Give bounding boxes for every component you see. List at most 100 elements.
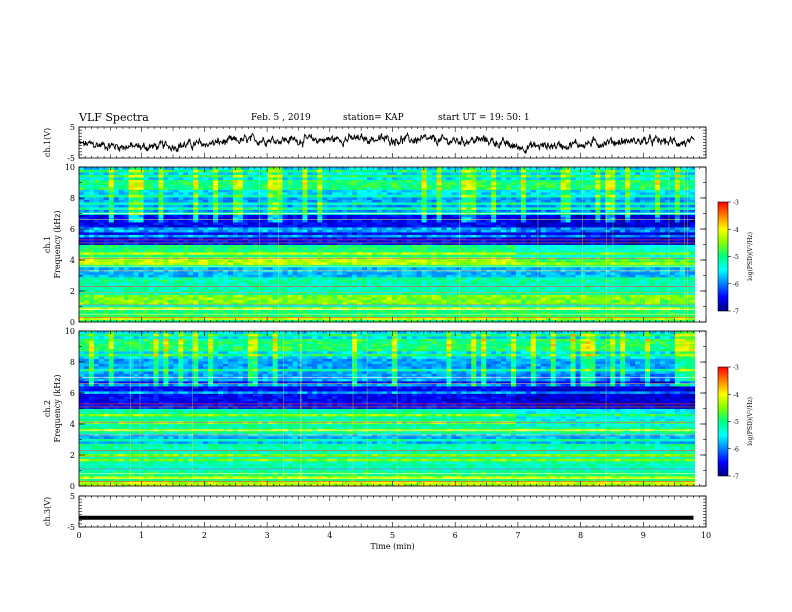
ch1-spectrogram-cell	[223, 284, 229, 288]
ch1-spectrogram-cell	[108, 307, 115, 310]
ch1-spectrogram-cell	[481, 287, 487, 290]
ch1-spectrogram-cell	[510, 267, 517, 270]
ch1-spectrogram-cell	[431, 319, 437, 323]
ch1-spectrogram-cell	[441, 254, 447, 258]
ch1-spectrogram-cell	[585, 297, 591, 300]
ch1-spectrogram-cell	[645, 279, 651, 283]
ch1-spectrogram-cell	[645, 317, 651, 320]
ch1-spectrogram-cell	[441, 307, 447, 310]
ch1-spectrogram-cell	[664, 287, 671, 290]
ch1-spectrogram-cell	[257, 297, 264, 300]
ch1-spectrogram-cell	[232, 307, 239, 310]
ch1-spectrogram-cell	[565, 222, 571, 225]
ch1-spectrogram-cell	[525, 244, 532, 248]
ch1-spectrogram-cell	[530, 254, 537, 258]
ch1-spectrogram-cell	[302, 242, 308, 245]
ch1-spectrogram-cell	[208, 224, 214, 228]
ch1-spectrogram-cell	[575, 274, 581, 278]
ch1-spectrogram-cell	[535, 312, 542, 315]
ch1-spectrogram-cell	[530, 232, 537, 235]
ch1-spectrogram-cell	[282, 247, 288, 250]
ch1-spectrogram-cell	[674, 279, 681, 283]
ch1-spectrogram-cell	[401, 232, 408, 235]
ch1-spectrogram-cell	[218, 239, 224, 243]
ch1-spectrogram-cell	[223, 227, 229, 230]
ch1-spectrogram-cell	[227, 279, 234, 283]
ch1-spectrogram-cell	[555, 312, 562, 315]
ch1-spectrogram-cell	[247, 309, 254, 313]
ch1-spectrogram-cell	[337, 277, 343, 280]
ch1-spectrogram-cell	[88, 304, 95, 308]
ch1-spectrogram-cell	[426, 262, 432, 265]
ch1-spectrogram-cell	[421, 232, 427, 235]
ch1-spectrogram-cell	[461, 232, 467, 235]
ch1-spectrogram-cell	[510, 227, 517, 230]
ch1-spectrogram-cell	[664, 247, 671, 250]
ch1-spectrogram-cell	[550, 287, 557, 290]
ch1-spectrogram-cell	[332, 224, 338, 228]
ch1-spectrogram-cell	[600, 267, 606, 270]
ch1-spectrogram-cell	[436, 242, 442, 245]
ch1-spectrogram-cell	[520, 262, 527, 265]
ch1-spectrogram-cell	[466, 314, 472, 318]
ch1-spectrogram-cell	[451, 317, 457, 320]
ch1-spectrogram-cell	[376, 277, 383, 280]
ch1-spectrogram-cell	[605, 224, 611, 228]
ch1-spectrogram-cell	[252, 244, 259, 248]
ch1-spectrogram-cell	[486, 274, 492, 278]
ch1-spectrogram-cell	[471, 307, 477, 310]
ch1-spectrogram-cell	[332, 229, 338, 233]
ch1-spectrogram-cell	[257, 284, 264, 288]
ch1-spectrogram-cell	[476, 287, 482, 290]
ch1-spectrogram-cell	[550, 254, 557, 258]
ch1-spectrogram-cell	[386, 309, 393, 313]
ch1-spectrogram-cell	[93, 294, 100, 298]
ch1-spectrogram-cell	[585, 232, 591, 235]
ch1-spectrogram-cell	[654, 319, 661, 323]
ch1-spectrogram-cell	[103, 242, 110, 245]
ch1-spectrogram-cell	[446, 297, 452, 300]
ch1-spectrogram-cell	[640, 317, 646, 320]
ch1-spectrogram-cell	[664, 229, 671, 233]
ch1-spectrogram-cell	[486, 307, 492, 310]
ch1-spectrogram-cell	[113, 282, 120, 285]
ch1-spectrogram-cell	[550, 317, 557, 320]
ch1-spectrogram-cell	[327, 294, 333, 298]
ch1-spectrogram-cell	[108, 319, 115, 323]
ch1-spectrogram-cell	[391, 284, 398, 288]
ch1-spectrogram-cell	[501, 297, 507, 300]
ch1-spectrogram-cell	[103, 249, 110, 253]
ch1-spectrogram-cell	[535, 302, 542, 305]
ch1-spectrogram-cell	[128, 307, 135, 310]
ch1-spectrogram-cell	[645, 242, 651, 245]
ch1-spectrogram-cell	[158, 309, 164, 313]
ch1-spectrogram-cell	[371, 237, 378, 240]
ch1-spectrogram-cell	[173, 244, 179, 248]
ch1-spectrogram-cell	[332, 312, 338, 315]
ch1-spectrogram-cell	[635, 267, 641, 270]
ch1-spectrogram-cell	[133, 252, 139, 255]
ch1-spectrogram-cell	[625, 239, 631, 243]
ch1-spectrogram-cell	[540, 279, 547, 283]
ch1-spectrogram-cell	[540, 277, 547, 280]
ch1-spectrogram-cell	[689, 247, 696, 250]
ch1-spectrogram-cell	[103, 312, 110, 315]
ch1-spectrogram-cell	[213, 244, 219, 248]
ch1-spectrogram-cell	[411, 249, 418, 253]
ch1-spectrogram-cell	[669, 247, 676, 250]
ch1-spectrogram-cell	[337, 302, 343, 305]
ch1-spectrogram-cell	[441, 304, 447, 308]
ch1-spectrogram-cell	[302, 237, 308, 240]
ch1-spectrogram-cell	[510, 279, 517, 283]
ch1-spectrogram-cell	[575, 252, 581, 255]
ch1-spectrogram-cell	[664, 292, 671, 295]
ch1-spectrogram-cell	[213, 274, 219, 278]
ch1-spectrogram-cell	[416, 312, 423, 315]
ch1-spectrogram-cell	[128, 299, 135, 303]
ch1-spectrogram-cell	[580, 259, 586, 263]
ch1-spectrogram-cell	[545, 262, 552, 265]
ch1-spectrogram-cell	[545, 229, 552, 233]
ch1-spectrogram-cell	[327, 287, 333, 290]
ch1-spectrogram-cell	[650, 282, 656, 285]
ch1-spectrogram-cell	[158, 232, 164, 235]
